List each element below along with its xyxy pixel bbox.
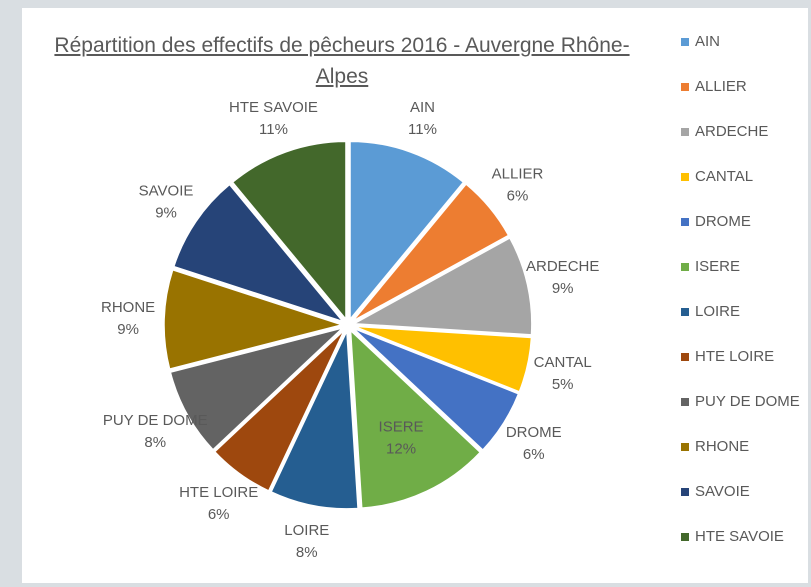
data-label-value: 6% [507,188,529,205]
chart: AIN 11% ALLIER 6% ARDECHE 9% CANTAL 5% DROME 6% IS… [101,33,800,561]
legend-swatch [681,128,689,136]
legend-label: RHONE [695,438,749,455]
legend-label: DROME [695,213,751,230]
legend-swatch [681,443,689,451]
data-label-value: 5% [552,376,574,393]
legend-label: HTE LOIRE [695,348,774,365]
data-label-name: RHONE [101,299,155,316]
data-label-name: ARDECHE [526,258,599,275]
data-label-name: ISERE [379,419,424,436]
pie-slice [231,140,347,322]
legend-label: SAVOIE [695,483,750,500]
data-label-value: 11% [408,121,437,138]
legend-swatch [681,533,689,541]
pie-slice [352,182,510,322]
legend-label: PUY DE DOME [695,393,800,410]
pie-slice [353,325,533,393]
data-label-value: 9% [117,321,139,338]
data-label-name: LOIRE [284,522,329,539]
legend-label: ARDECHE [695,123,768,140]
legend-swatch [681,263,689,271]
legend-swatch [681,488,689,496]
legend-swatch [681,353,689,361]
pie-slice [172,183,346,324]
legend-swatch [681,83,689,91]
legend-label: ALLIER [695,78,747,95]
pie-slice [349,328,482,509]
data-label-name: DROME [506,424,562,441]
data-label-value: 6% [523,446,545,463]
data-label-name: SAVOIE [139,182,194,199]
chart-panel: AIN 11% ALLIER 6% ARDECHE 9% CANTAL 5% DROME 6% IS… [22,8,808,583]
data-label-name: HTE LOIRE [179,484,258,501]
legend-label: CANTAL [695,168,753,185]
pie-slice [169,327,344,451]
pie-slice [163,268,345,370]
legend-label: ISERE [695,258,740,275]
data-label-value: 11% [259,121,288,138]
pie-slice [270,330,359,510]
data-label-value: 9% [552,280,574,297]
data-label-name: PUY DE DOME [103,412,208,429]
legend-swatch [681,38,689,46]
legend-label: HTE SAVOIE [695,528,784,545]
legend-swatch [681,218,689,226]
pie-slice [352,327,520,452]
data-label-name: CANTAL [534,354,592,371]
data-label-value: 8% [144,434,166,451]
data-label-value: 12% [386,441,416,458]
data-label-value: 6% [208,506,230,523]
data-label-name: AIN [410,99,435,116]
data-label-value: 9% [155,204,177,221]
chart-title: Répartition des effectifs de pêcheurs 20… [54,34,630,88]
legend-label: AIN [695,33,720,50]
data-label-name: ALLIER [492,166,544,183]
data-label-name: HTE SAVOIE [229,99,318,116]
data-label-value: 8% [296,544,318,561]
pie-slice [349,140,465,322]
pie-slice [213,329,346,492]
legend-label: LOIRE [695,303,740,320]
pie-slice [351,236,533,336]
legend-swatch [681,173,689,181]
legend-swatch [681,398,689,406]
legend-swatch [681,308,689,316]
